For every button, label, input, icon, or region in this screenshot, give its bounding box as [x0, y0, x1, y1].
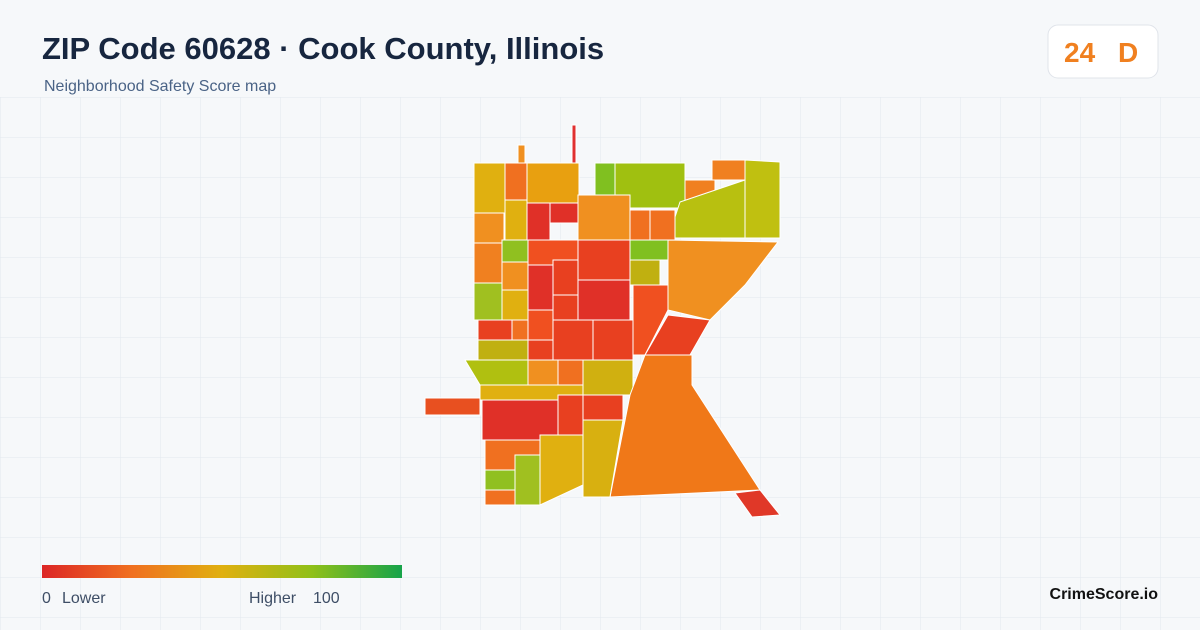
- legend-max-label: Higher: [249, 590, 297, 607]
- brand: CrimeScore.io: [1050, 586, 1159, 603]
- subtitle: Neighborhood Safety Score map: [44, 78, 276, 95]
- map: [424, 124, 781, 518]
- score: 24: [1064, 37, 1096, 68]
- legend-min-label: Lower: [62, 590, 106, 607]
- legend-max: 100: [313, 590, 340, 607]
- legend-min: 0: [42, 590, 51, 607]
- grade: D: [1118, 37, 1138, 68]
- score-badge: [1047, 24, 1159, 79]
- legend-bar: [42, 565, 402, 578]
- title: ZIP Code 60628 · Cook County, Illinois: [42, 31, 604, 66]
